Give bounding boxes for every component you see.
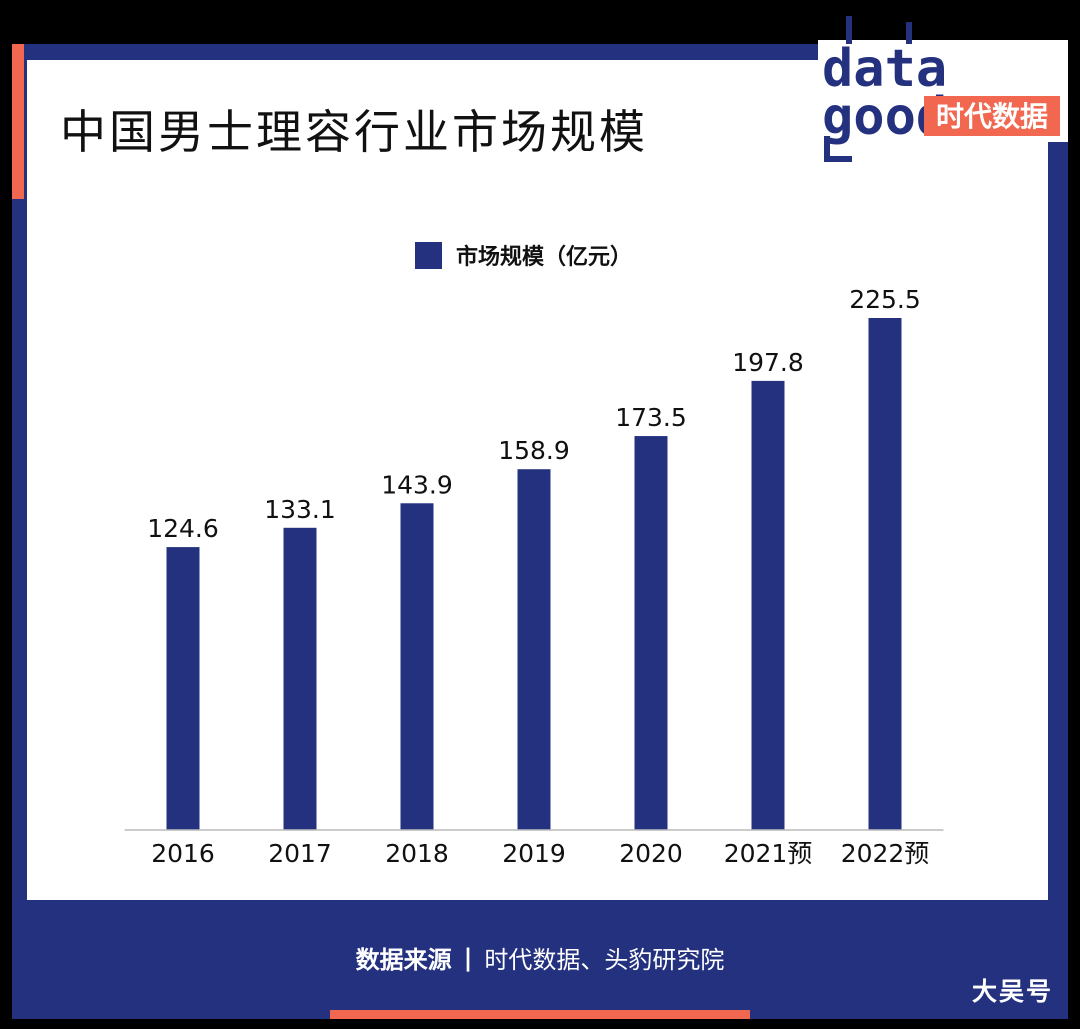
x-tick-label-2022预: 2022预 [841, 839, 930, 868]
data-label-2018: 143.9 [381, 470, 453, 499]
data-label-2022预: 225.5 [849, 285, 921, 314]
bottom-accent-stripe [330, 1010, 750, 1019]
x-tick-label-2021预: 2021预 [724, 839, 813, 868]
source-footer: 数据来源 | 时代数据、头豹研究院 [0, 940, 1080, 975]
bar-2020 [634, 436, 668, 830]
data-label-2020: 173.5 [615, 403, 687, 432]
watermark-main: 大吴号 [972, 977, 1054, 1006]
bar-2019 [517, 469, 551, 830]
bar-2016 [166, 547, 200, 830]
data-label-2019: 158.9 [498, 436, 570, 465]
legend: 市场规模（亿元） [415, 238, 632, 272]
data-label-2021预: 197.8 [732, 348, 804, 377]
left-accent-stripe [12, 44, 24, 199]
datagood-logo: data good 时代数据 [818, 16, 1068, 162]
source-text: 时代数据、头豹研究院 [484, 946, 725, 974]
data-label-2016: 124.6 [147, 514, 219, 543]
bar-2021预 [751, 380, 785, 830]
watermark: 大吴号 [972, 972, 1053, 1008]
bar-2017 [283, 527, 317, 830]
x-tick-label-2017: 2017 [268, 839, 332, 868]
chart-title: 中国男士理容行业市场规模 [60, 105, 648, 159]
legend-label: 市场规模（亿元） [456, 245, 633, 270]
x-tick-label-2020: 2020 [619, 839, 683, 868]
x-tick-label-2018: 2018 [385, 839, 449, 868]
legend-swatch [415, 241, 442, 269]
x-tick-label-2019: 2019 [502, 839, 566, 868]
bar-2022预 [868, 318, 902, 830]
x-tick-label-2016: 2016 [151, 839, 215, 868]
source-separator: | [463, 943, 473, 972]
logo-tagline: 时代数据 [936, 100, 1048, 133]
bar-2018 [400, 503, 434, 830]
data-label-2017: 133.1 [264, 495, 336, 524]
logo-word-data: data [822, 39, 947, 99]
source-label: 数据来源 [355, 946, 452, 974]
